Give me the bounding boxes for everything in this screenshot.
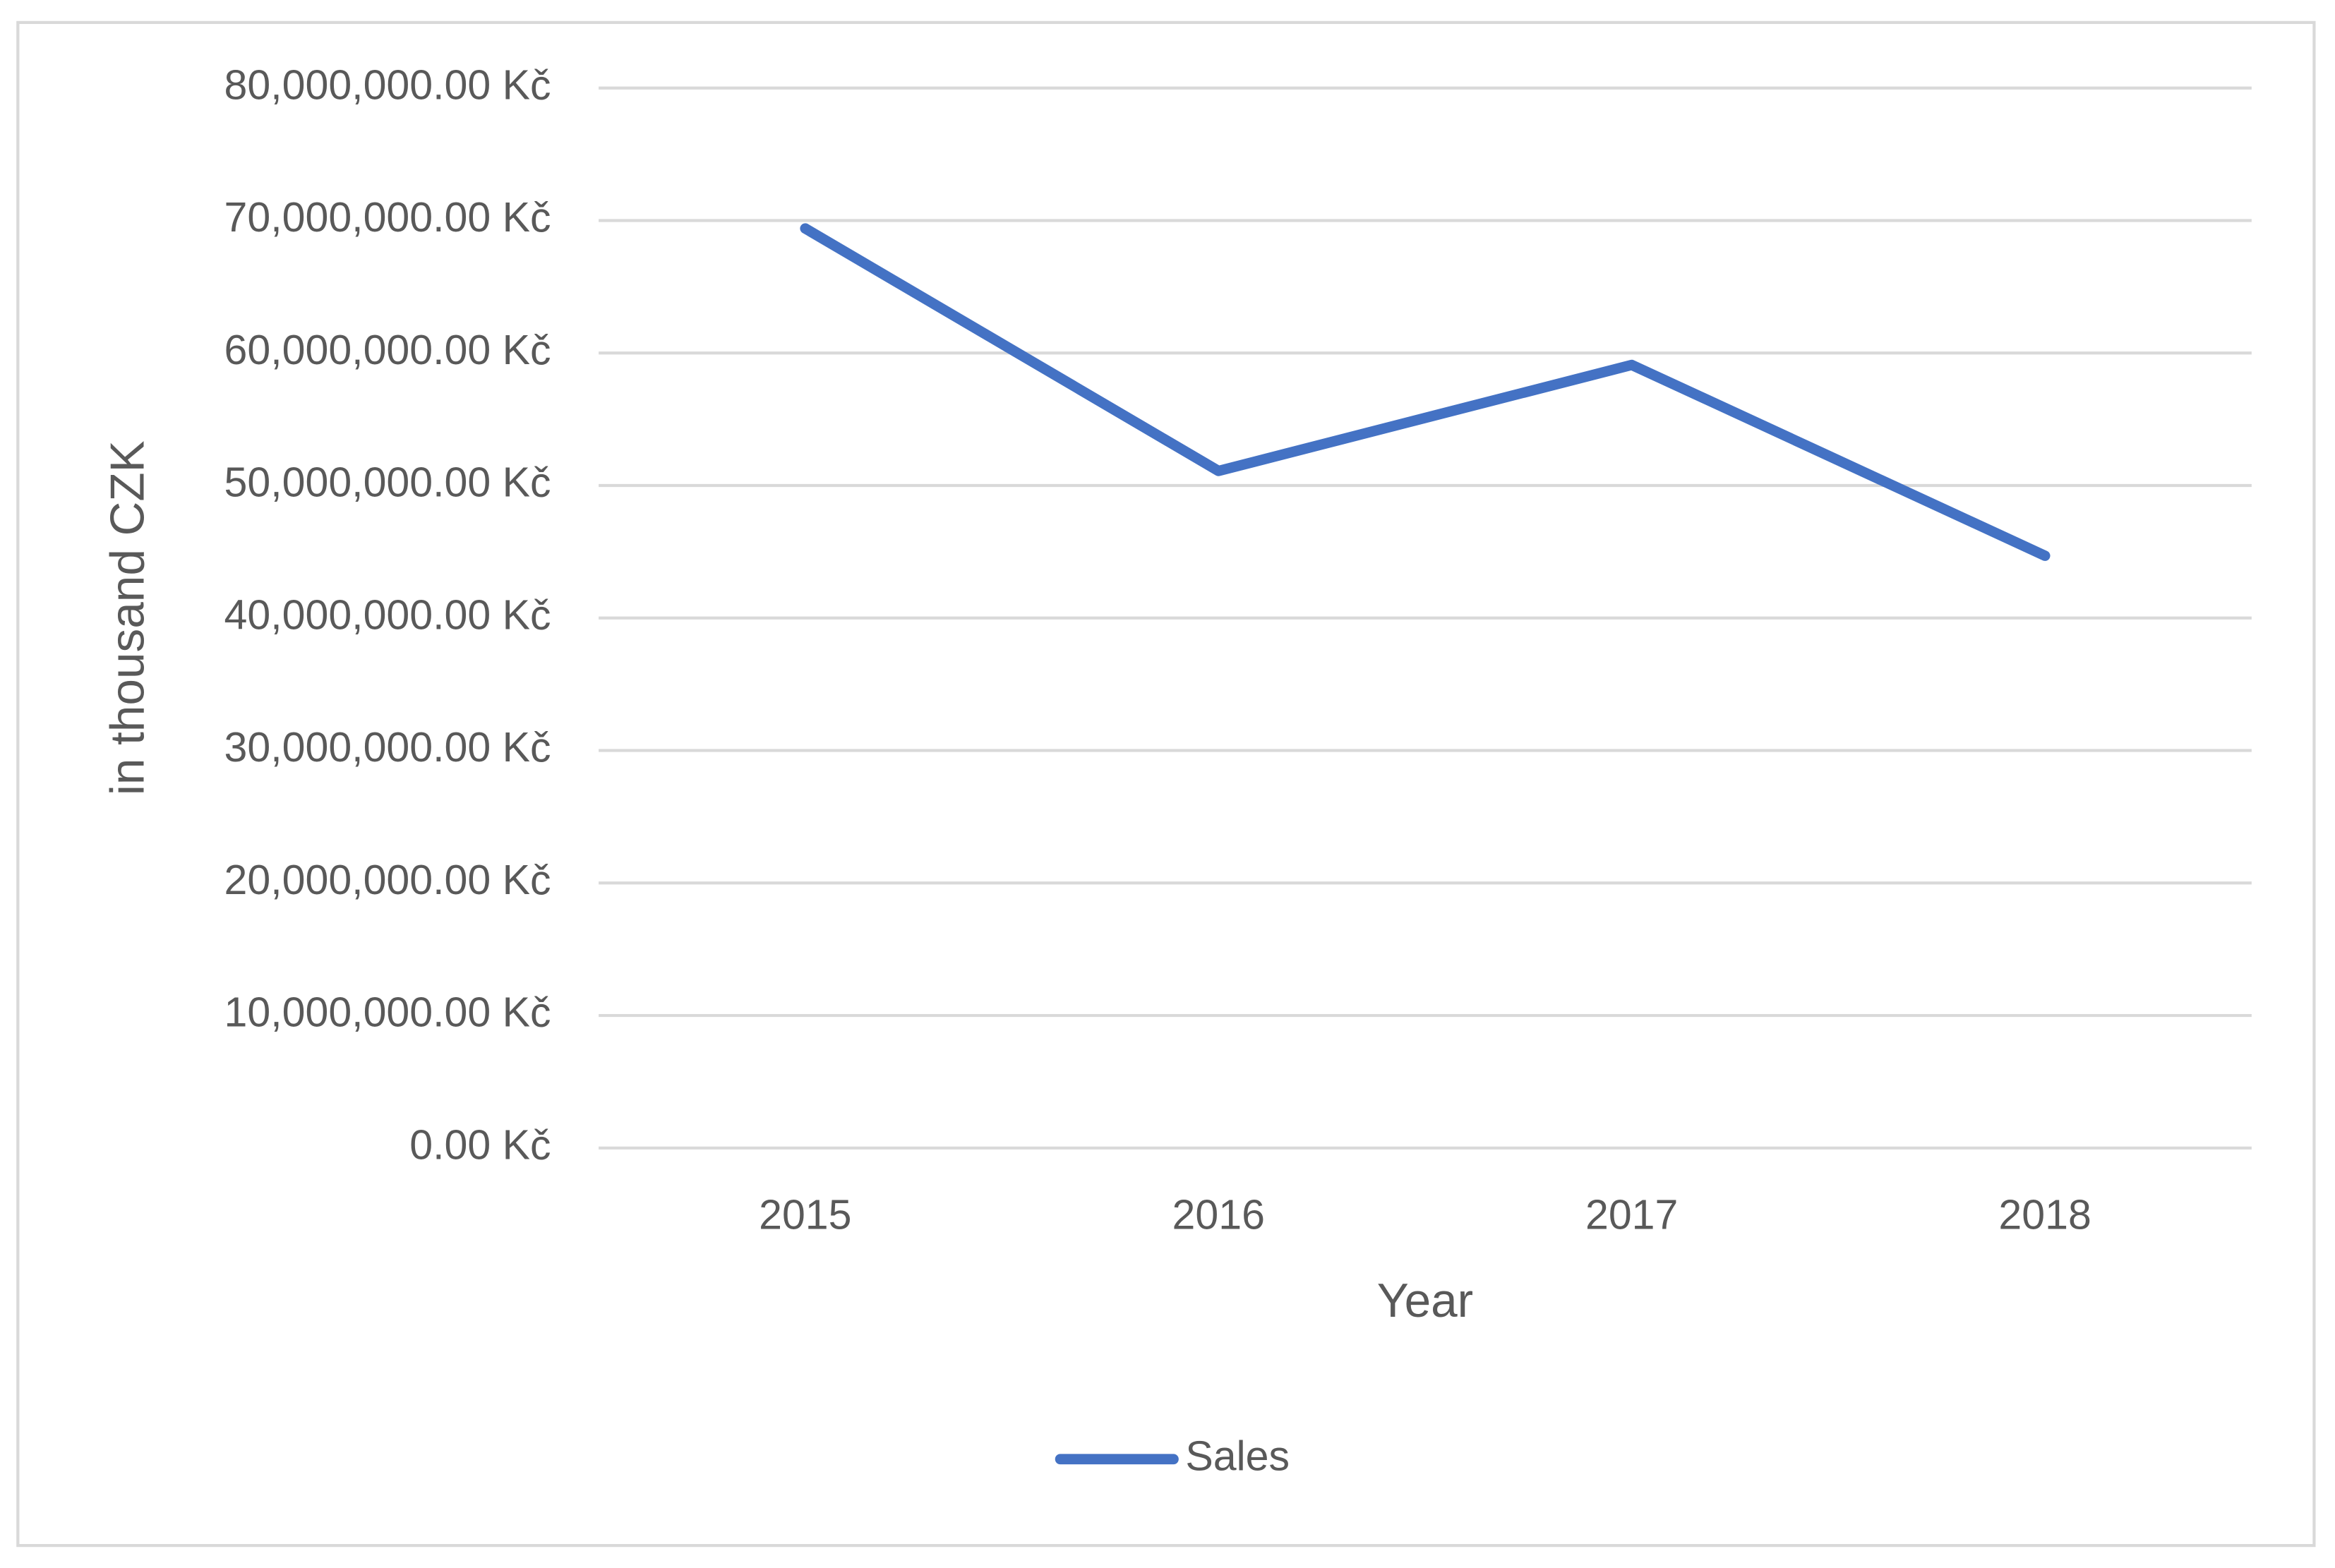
x-tick-label: 2016 bbox=[1172, 1192, 1265, 1238]
y-tick-label: 60,000,000.00 Kč bbox=[224, 327, 551, 373]
y-tick-label: 0.00 Kč bbox=[409, 1121, 551, 1168]
y-tick-label: 30,000,000.00 Kč bbox=[224, 724, 551, 771]
y-tick-label: 80,000,000.00 Kč bbox=[224, 61, 551, 108]
y-tick-label: 40,000,000.00 Kč bbox=[224, 591, 551, 638]
legend-label: Sales bbox=[1185, 1433, 1290, 1479]
y-axis-title: in thousand CZK bbox=[101, 440, 154, 795]
chart-border bbox=[16, 20, 2316, 1548]
x-axis-title: Year bbox=[1377, 1274, 1473, 1327]
x-tick-label: 2017 bbox=[1585, 1192, 1678, 1238]
x-tick-label: 2015 bbox=[759, 1192, 851, 1238]
line-series bbox=[800, 223, 2051, 561]
y-tick-label: 10,000,000.00 Kč bbox=[224, 989, 551, 1036]
y-tick-label: 20,000,000.00 Kč bbox=[224, 857, 551, 903]
y-tick-label: 70,000,000.00 Kč bbox=[224, 194, 551, 241]
y-tick-label: 50,000,000.00 Kč bbox=[224, 459, 551, 506]
x-tick-label: 2018 bbox=[1998, 1192, 2091, 1238]
